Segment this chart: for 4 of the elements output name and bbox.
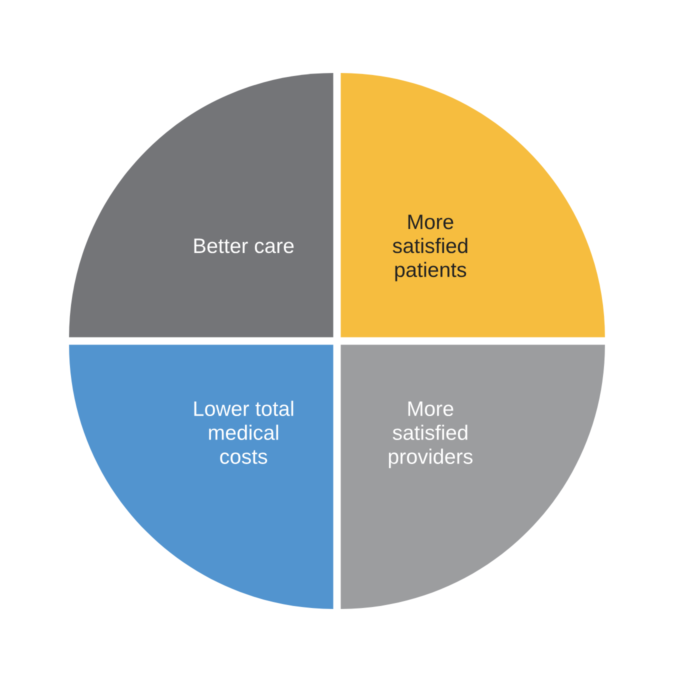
slice-label: Better care [194, 238, 294, 254]
slice-label: Lower total medical costs [194, 400, 294, 464]
slice-label: More satisfied patients [392, 214, 468, 282]
slice-label: More satisfied providers [388, 402, 473, 468]
